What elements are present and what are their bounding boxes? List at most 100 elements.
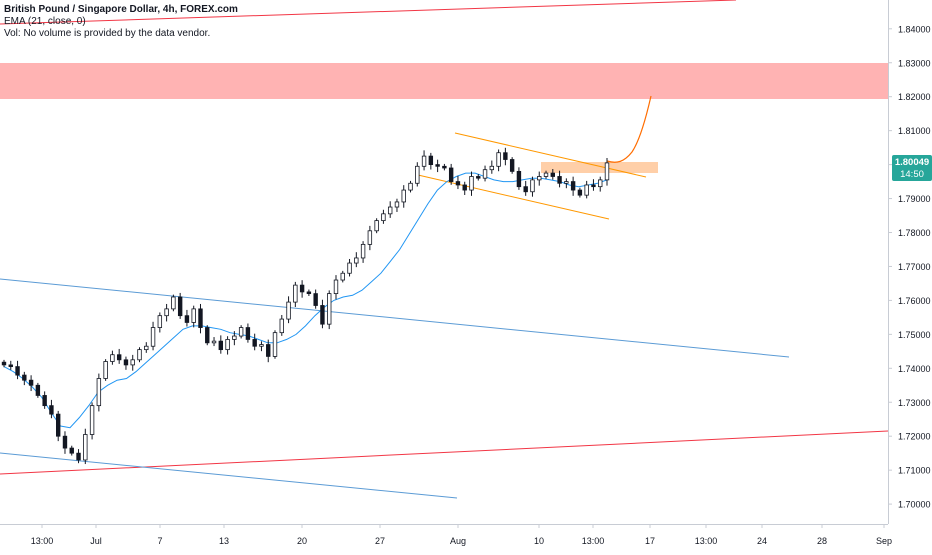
candle-down[interactable] — [509, 159, 515, 172]
candle-down[interactable] — [35, 384, 41, 396]
candle-down[interactable] — [266, 344, 271, 357]
candle-down[interactable] — [76, 452, 81, 461]
candle-down[interactable] — [516, 170, 522, 188]
candle-down[interactable] — [428, 155, 434, 166]
candle-up[interactable] — [543, 172, 549, 177]
candle-up[interactable] — [130, 359, 135, 366]
candle-up[interactable] — [408, 182, 413, 191]
candle-up[interactable] — [171, 296, 176, 310]
candle-up[interactable] — [272, 332, 278, 357]
candle-up[interactable] — [604, 162, 610, 181]
candle-down[interactable] — [28, 379, 34, 386]
candle-up[interactable] — [89, 405, 95, 435]
candle-down[interactable] — [557, 176, 562, 184]
symbol-title[interactable]: British Pound / Singapore Dollar, 4h, FO… — [4, 4, 238, 15]
candle-down[interactable] — [313, 293, 318, 306]
candle-up[interactable] — [293, 284, 298, 303]
candle-down[interactable] — [570, 181, 576, 191]
candle-up[interactable] — [191, 308, 196, 323]
candle-down[interactable] — [218, 340, 224, 351]
candle-down[interactable] — [523, 186, 528, 193]
upper-red-trendline[interactable] — [0, 0, 737, 25]
candle-up[interactable] — [489, 165, 495, 171]
candle-up[interactable] — [157, 315, 163, 328]
candle-down[interactable] — [184, 315, 190, 323]
resistance-zone[interactable] — [0, 63, 888, 99]
candle-up[interactable] — [374, 220, 379, 232]
candle-down[interactable] — [177, 296, 183, 317]
candle-down[interactable] — [245, 327, 251, 340]
candle-down[interactable] — [62, 435, 68, 449]
candle-up[interactable] — [232, 335, 237, 340]
candle-down[interactable] — [299, 284, 305, 293]
candle-down[interactable] — [198, 308, 203, 328]
candle-down[interactable] — [49, 405, 54, 415]
candle-up[interactable] — [150, 327, 156, 347]
candle-up[interactable] — [211, 340, 217, 344]
candle-up[interactable] — [387, 206, 393, 215]
candle-up[interactable] — [103, 361, 108, 379]
candle-down[interactable] — [320, 305, 325, 325]
candle-up[interactable] — [347, 262, 352, 274]
candle-down[interactable] — [577, 189, 583, 196]
candle-up[interactable] — [530, 179, 535, 193]
candle-down[interactable] — [1, 361, 7, 366]
candle-down[interactable] — [252, 339, 257, 347]
candle-down[interactable] — [448, 167, 454, 182]
candle-up[interactable] — [144, 345, 149, 351]
channel-lower-line[interactable] — [417, 174, 610, 220]
candle-up[interactable] — [564, 181, 569, 184]
candle-down[interactable] — [476, 176, 481, 179]
candle-up[interactable] — [367, 230, 373, 245]
candle-up[interactable] — [279, 318, 284, 334]
candle-up[interactable] — [286, 301, 291, 320]
candle-up[interactable] — [598, 179, 603, 188]
candle-down[interactable] — [205, 327, 210, 344]
candle-up[interactable] — [381, 213, 386, 222]
candle-down[interactable] — [550, 172, 555, 177]
candle-down[interactable] — [116, 354, 122, 361]
candle-down[interactable] — [56, 413, 61, 437]
candle-up[interactable] — [164, 308, 169, 317]
candle-down[interactable] — [462, 184, 467, 191]
candle-up[interactable] — [482, 169, 488, 179]
volume-legend[interactable]: Vol: No volume is provided by the data v… — [4, 28, 211, 39]
candle-up[interactable] — [340, 272, 345, 281]
projection-curve[interactable] — [606, 95, 652, 163]
candle-down[interactable] — [15, 366, 20, 376]
candle-down[interactable] — [69, 447, 74, 454]
candle-down[interactable] — [442, 165, 447, 169]
candle-up[interactable] — [469, 176, 474, 191]
candle-down[interactable] — [435, 164, 440, 167]
breakout-zone[interactable] — [541, 162, 658, 173]
candle-down[interactable] — [22, 374, 27, 381]
candle-down[interactable] — [42, 395, 47, 407]
candle-up[interactable] — [259, 344, 264, 347]
candle-down[interactable] — [591, 184, 596, 188]
ema-legend[interactable]: EMA (21, close, 0) — [4, 16, 86, 27]
candle-up[interactable] — [327, 293, 332, 325]
candle-up[interactable] — [96, 378, 102, 407]
candle-up[interactable] — [333, 279, 339, 295]
price-axis[interactable]: 1.840001.830001.820001.810001.800001.790… — [888, 0, 931, 524]
channel-upper-line[interactable] — [454, 132, 647, 178]
candle-down[interactable] — [123, 359, 129, 366]
candle-up[interactable] — [225, 339, 230, 351]
candle-down[interactable] — [8, 364, 13, 368]
blue-trendline-lower[interactable] — [0, 452, 458, 499]
candle-up[interactable] — [110, 354, 115, 362]
candle-up[interactable] — [238, 327, 244, 337]
candle-up[interactable] — [394, 201, 400, 208]
candle-up[interactable] — [415, 165, 420, 184]
lower-red-trendline[interactable] — [0, 430, 889, 475]
ema-line[interactable] — [3, 172, 608, 429]
candle-down[interactable] — [503, 152, 508, 160]
candle-down[interactable] — [455, 181, 461, 186]
candle-up[interactable] — [83, 434, 88, 461]
blue-trendline-upper[interactable] — [0, 278, 790, 358]
candle-up[interactable] — [137, 349, 142, 361]
candle-up[interactable] — [401, 189, 406, 203]
candle-up[interactable] — [584, 184, 589, 196]
